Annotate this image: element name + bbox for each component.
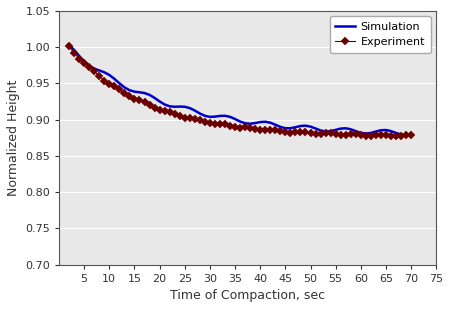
Y-axis label: Normalized Height: Normalized Height xyxy=(7,79,20,196)
Line: Simulation: Simulation xyxy=(69,45,411,135)
Experiment xyxy=(409,133,414,137)
Simulation xyxy=(262,120,268,124)
Simulation xyxy=(177,105,182,108)
X-axis label: Time of Compaction, sec: Time of Compaction, sec xyxy=(170,289,325,302)
Line: Experiment: Experiment xyxy=(66,44,414,139)
Experiment xyxy=(262,129,268,132)
Simulation xyxy=(66,43,72,47)
Experiment xyxy=(177,114,182,118)
Experiment xyxy=(393,134,399,138)
Simulation xyxy=(91,67,97,70)
Experiment xyxy=(66,44,72,48)
Experiment xyxy=(132,97,137,101)
Simulation xyxy=(132,90,137,94)
Experiment xyxy=(182,116,188,119)
Simulation xyxy=(409,132,414,136)
Simulation xyxy=(398,133,404,136)
Simulation xyxy=(182,105,188,109)
Legend: Simulation, Experiment: Simulation, Experiment xyxy=(329,16,431,53)
Simulation xyxy=(403,133,409,137)
Experiment xyxy=(403,133,409,137)
Experiment xyxy=(91,70,97,73)
